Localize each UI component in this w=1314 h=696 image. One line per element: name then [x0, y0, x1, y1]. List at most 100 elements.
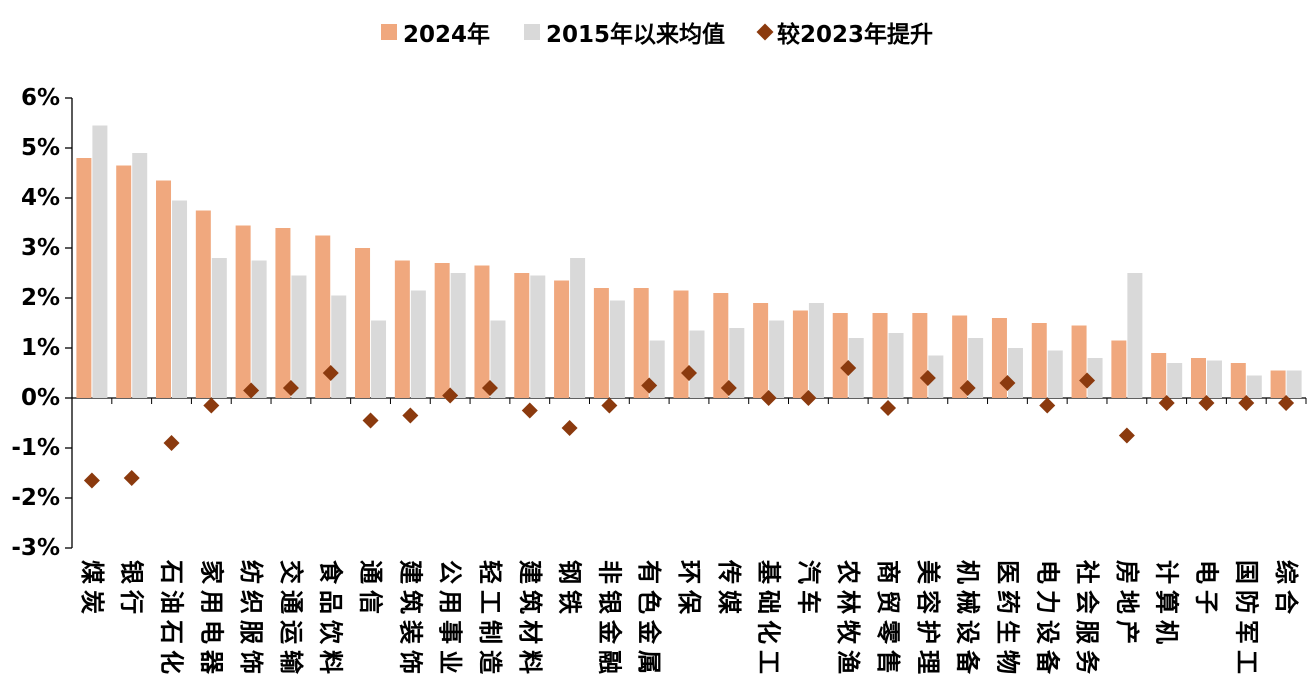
bar-2024 — [713, 293, 729, 398]
bar-2024 — [1031, 323, 1047, 398]
x-axis-label: 电力设备 — [1033, 560, 1061, 680]
diamond-change-vs-2023 — [481, 380, 498, 396]
bar-average-since-2015 — [1206, 360, 1222, 398]
bar-average-since-2015 — [1007, 348, 1023, 398]
bar-2024 — [872, 313, 888, 398]
bar-average-since-2015 — [371, 320, 387, 398]
x-axis-label: 食品饮料 — [317, 560, 345, 680]
x-axis-label: 有色金属 — [635, 560, 663, 680]
bar-average-since-2015 — [689, 330, 705, 398]
bar-average-since-2015 — [808, 303, 824, 398]
bar-2024 — [1190, 358, 1206, 398]
bar-2024 — [116, 165, 132, 398]
bar-average-since-2015 — [888, 333, 904, 398]
diamond-change-vs-2023 — [243, 382, 260, 399]
x-axis-label: 美容护理 — [914, 560, 942, 680]
bar-2024 — [554, 280, 570, 398]
bar-2024 — [673, 290, 689, 398]
y-axis-label: -3% — [11, 535, 60, 561]
diamond-change-vs-2023 — [840, 360, 857, 376]
bar-average-since-2015 — [1286, 370, 1302, 398]
diamond-change-vs-2023 — [1039, 397, 1056, 414]
x-axis-label: 环保 — [675, 560, 703, 620]
bar-average-since-2015 — [1127, 273, 1143, 398]
diamond-change-vs-2023 — [362, 412, 379, 429]
diamond-change-vs-2023 — [919, 370, 936, 386]
bar-average-since-2015 — [132, 153, 148, 398]
diamond-change-vs-2023 — [1079, 372, 1096, 389]
y-axis-label: 6% — [21, 85, 60, 111]
x-axis-label: 建筑材料 — [516, 560, 544, 680]
diamond-change-vs-2023 — [959, 380, 976, 396]
x-axis-label: 纺织服饰 — [237, 560, 265, 680]
x-axis-label: 交通运输 — [277, 560, 305, 680]
bar-2024 — [792, 310, 808, 398]
y-axis-label: 3% — [21, 235, 60, 261]
bar-2024 — [1111, 340, 1127, 398]
bar-2024 — [474, 265, 490, 398]
diamond-change-vs-2023 — [521, 402, 538, 419]
bar-average-since-2015 — [490, 320, 506, 398]
diamond-change-vs-2023 — [999, 375, 1016, 391]
x-axis-label: 国防军工 — [1232, 560, 1260, 680]
bar-2024 — [912, 313, 928, 398]
legend-label-2024: 2024年 — [402, 22, 490, 48]
bar-2024 — [952, 315, 968, 398]
bar-average-since-2015 — [1167, 363, 1183, 398]
bar-average-since-2015 — [172, 200, 188, 398]
bar-average-since-2015 — [1047, 350, 1063, 398]
diamond-change-vs-2023 — [1158, 395, 1175, 411]
diamond-change-vs-2023 — [203, 397, 220, 414]
x-axis-label: 综合 — [1272, 560, 1300, 620]
legend-square-2024-icon — [380, 24, 397, 40]
y-axis-label: 0% — [21, 385, 60, 411]
x-axis-label: 通信 — [357, 560, 385, 620]
legend-item-2024: 2024年 — [380, 15, 490, 49]
x-axis-label: 商贸零售 — [874, 560, 902, 680]
x-axis-label: 房地产 — [1113, 560, 1141, 650]
bar-average-since-2015 — [92, 125, 108, 398]
diamond-change-vs-2023 — [681, 365, 697, 381]
bar-average-since-2015 — [1246, 375, 1262, 398]
bar-average-since-2015 — [450, 273, 466, 398]
y-axis-label: 5% — [21, 135, 60, 161]
diamond-change-vs-2023 — [123, 470, 140, 486]
x-axis-label: 建筑装饰 — [396, 560, 424, 680]
diamond-change-vs-2023 — [83, 472, 100, 489]
diamond-change-vs-2023 — [1118, 427, 1135, 444]
x-axis-label: 银行 — [118, 560, 146, 620]
x-axis-label: 煤炭 — [78, 560, 106, 620]
diamond-change-vs-2023 — [322, 365, 339, 381]
bar-average-since-2015 — [769, 320, 785, 398]
legend-label-average: 2015年以来均值 — [545, 22, 725, 48]
bar-average-since-2015 — [729, 328, 745, 398]
bar-2024 — [1270, 370, 1286, 398]
x-axis-label: 计算机 — [1153, 560, 1181, 650]
x-axis-label: 轻工制造 — [476, 560, 504, 680]
diamond-change-vs-2023 — [561, 420, 578, 436]
x-axis-label: 家用电器 — [197, 560, 225, 680]
bar-average-since-2015 — [928, 355, 944, 398]
legend-label-change: 较2023年提升 — [777, 22, 934, 48]
bar-2024 — [434, 263, 450, 398]
diamond-change-vs-2023 — [760, 390, 777, 406]
x-axis-label: 石油石化 — [158, 559, 186, 680]
y-axis-label: 1% — [21, 335, 60, 361]
bar-average-since-2015 — [211, 258, 227, 398]
bar-2024 — [514, 273, 530, 398]
diamond-change-vs-2023 — [442, 387, 459, 404]
x-axis-label: 农林牧渔 — [834, 559, 862, 680]
bar-2024 — [1151, 353, 1167, 398]
bar-2024 — [753, 303, 769, 398]
bar-average-since-2015 — [570, 258, 586, 398]
x-axis-label: 医药生物 — [993, 560, 1021, 680]
bar-2024 — [1071, 325, 1087, 398]
diamond-change-vs-2023 — [163, 435, 180, 451]
bar-2024 — [832, 313, 848, 398]
bar-2024 — [195, 210, 211, 398]
legend-item-change: 较2023年提升 — [756, 15, 934, 49]
diamond-change-vs-2023 — [1238, 395, 1255, 411]
diamond-change-vs-2023 — [282, 380, 299, 396]
diamond-change-vs-2023 — [402, 407, 419, 424]
y-axis-label: -1% — [11, 435, 60, 461]
